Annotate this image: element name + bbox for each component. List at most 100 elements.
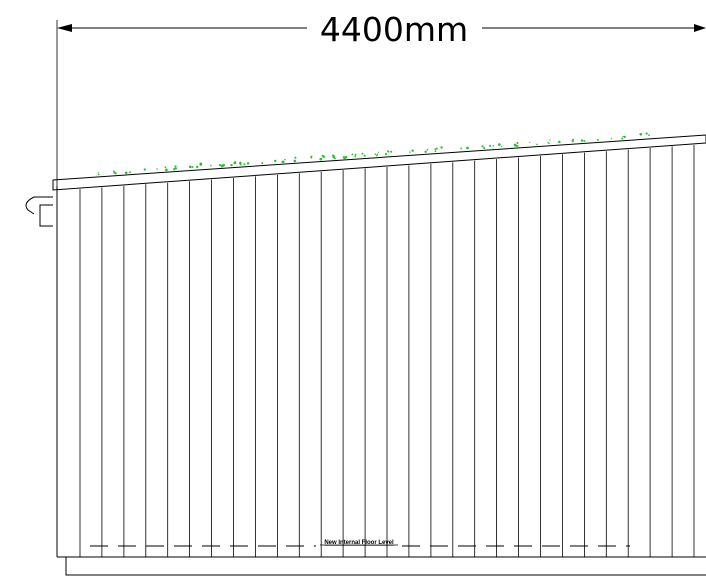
sedum-plant <box>558 140 561 144</box>
sedum-plant <box>218 164 222 167</box>
sedum-plant <box>390 150 393 153</box>
sedum-plant <box>409 151 411 153</box>
sedum-plant <box>284 158 286 161</box>
sedum-plant <box>387 150 390 153</box>
gutter-profile <box>25 196 53 215</box>
cladding-boards <box>79 144 695 557</box>
sedum-plant <box>623 135 626 139</box>
plinth <box>65 557 706 576</box>
sedum-plant <box>173 168 175 171</box>
sedum-plant <box>195 165 199 169</box>
sedum-plant <box>583 140 586 142</box>
sedum-plant <box>293 159 297 163</box>
sedum-plant <box>361 152 364 155</box>
sedum-plant <box>98 173 100 176</box>
downpipe-bracket <box>39 204 53 227</box>
sedum-plant <box>261 162 264 165</box>
sedum-plant <box>143 168 146 171</box>
sedum-plant <box>435 147 438 150</box>
sedum-plant <box>210 164 212 167</box>
floor-level-label: New Internal Floor Level <box>324 540 394 546</box>
sedum-plant <box>622 135 624 138</box>
sedum-plant <box>481 145 484 148</box>
sedum-plant <box>596 139 599 141</box>
right-arrowhead <box>694 24 706 32</box>
sedum-plant <box>460 147 463 150</box>
sedum-plant <box>156 168 158 170</box>
sedum-plant <box>97 172 99 174</box>
sedum-plant <box>281 160 285 164</box>
sedum-plant <box>191 166 194 169</box>
sedum-plant <box>334 157 336 160</box>
sedum-plant <box>374 153 377 155</box>
sedum-plant <box>513 143 517 147</box>
sedum-plant <box>199 163 203 166</box>
plinth-outline <box>65 557 706 576</box>
sedum-plant <box>580 139 584 142</box>
sedum-plant <box>440 146 443 149</box>
sedum-plant <box>384 153 388 156</box>
wall <box>56 144 706 558</box>
sedum-plant <box>294 156 297 159</box>
sedum-plant <box>124 171 128 175</box>
sedum-plant <box>516 145 519 147</box>
sedum-plant <box>492 145 495 147</box>
sedum-plant <box>112 170 115 172</box>
sedum-plant <box>243 163 246 166</box>
sedum-plant <box>174 167 177 170</box>
sedum-plant <box>426 148 429 151</box>
sedum-plant <box>230 163 233 167</box>
roof <box>52 132 706 193</box>
sedum-plant <box>648 134 650 137</box>
left-arrowhead <box>57 24 72 32</box>
sedum-plant <box>424 150 427 153</box>
sedum-plant <box>500 145 503 147</box>
sedum-plant <box>319 157 323 161</box>
floor-level-marker: New Internal Floor Level <box>90 540 630 547</box>
sedum-plant <box>516 141 519 145</box>
sedum-plant <box>344 156 347 159</box>
sedum-plant <box>434 148 437 151</box>
sedum-plant <box>536 143 538 146</box>
sedum-plant <box>114 172 117 175</box>
sedum-plant <box>354 155 357 158</box>
sedum-plant <box>322 155 325 159</box>
sedum-plant <box>376 153 379 156</box>
sedum-plant <box>645 132 648 135</box>
sedum-plant <box>233 161 237 165</box>
sedum-plant <box>247 163 249 165</box>
sedum-plant <box>220 164 224 168</box>
sedum-plant <box>364 154 366 156</box>
sedum-plant <box>610 137 612 139</box>
roof-fascia <box>52 134 706 191</box>
sedum-plant <box>639 132 643 136</box>
green-roof-planting <box>97 132 650 176</box>
sedum-plant <box>489 144 491 147</box>
sedum-plant <box>351 153 354 156</box>
sedum-plant <box>411 149 414 152</box>
sedum-plant <box>174 165 177 168</box>
sedum-plant <box>274 159 277 163</box>
sedum-plant <box>239 163 242 165</box>
sedum-plant <box>571 140 574 143</box>
sedum-plant <box>332 155 336 159</box>
sedum-plant <box>164 166 167 169</box>
sedum-plant <box>354 153 357 156</box>
sedum-plant <box>434 150 437 153</box>
sedum-plant <box>621 137 624 140</box>
sedum-plant <box>529 141 531 143</box>
sedum-plant <box>548 142 550 145</box>
sedum-plant <box>189 165 191 168</box>
sedum-plant <box>547 141 549 144</box>
sedum-plant <box>549 139 551 141</box>
gutter <box>25 196 53 227</box>
dimension-annotation: 4400mm <box>56 10 706 186</box>
sedum-plant <box>497 143 501 146</box>
sedum-plant <box>165 168 168 172</box>
sedum-plant <box>129 171 132 174</box>
dimension-label: 4400mm <box>320 10 468 49</box>
sedum-plant <box>466 146 469 150</box>
sedum-plant <box>377 151 380 153</box>
sedum-plant <box>310 155 313 158</box>
